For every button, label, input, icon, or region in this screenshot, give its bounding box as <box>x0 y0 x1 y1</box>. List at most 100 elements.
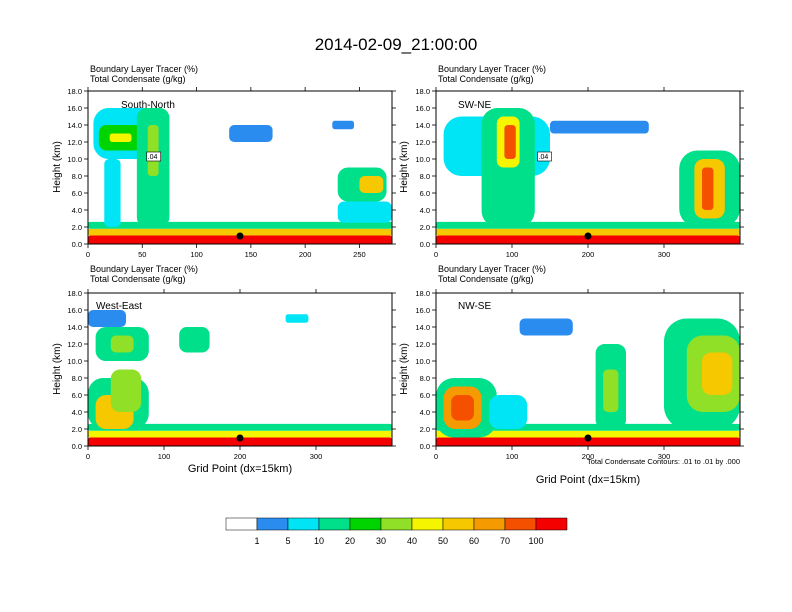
y-tick-label: 8.0 <box>72 172 82 181</box>
x-tick-label: 100 <box>190 250 203 259</box>
panel-title-line2: Total Condensate (g/kg) <box>438 74 534 84</box>
y-tick-label: 14.0 <box>67 323 82 332</box>
colorbar-swatch <box>442 517 475 531</box>
colorbar-swatch <box>225 517 258 531</box>
plot-area: .04 0.0 2.0 4.0 6.0 8.0 10.0 12.0 14.0 16.0 18.0 0 5… <box>67 87 396 259</box>
tracer-region <box>550 120 649 134</box>
colorbar-swatch <box>380 517 413 531</box>
plot-area: 0.0 2.0 4.0 6.0 8.0 10.0 12.0 14.0 16.0 18.0 0 100 2… <box>67 289 396 461</box>
tracer-region <box>110 369 142 412</box>
tracer-region <box>229 125 273 142</box>
y-tick-label: 16.0 <box>67 104 82 113</box>
y-tick-label: 10.0 <box>67 357 82 366</box>
x-tick-label: 200 <box>234 452 247 461</box>
y-tick-label: 6.0 <box>72 189 82 198</box>
y-tick-label: 4.0 <box>72 408 82 417</box>
panel-south-north: Boundary Layer Tracer (%) Total Condensa… <box>52 64 396 259</box>
x-tick-label: 300 <box>658 452 671 461</box>
colorbar-swatch <box>349 517 382 531</box>
section-label: West-East <box>96 301 142 312</box>
tracer-region <box>702 352 733 395</box>
tracer-region <box>603 369 619 412</box>
tracer-region <box>109 133 132 142</box>
panel-nw-se: Boundary Layer Tracer (%) Total Condensa… <box>399 264 744 486</box>
tracer-region <box>702 167 714 210</box>
y-tick-label: 2.0 <box>420 223 430 232</box>
location-marker <box>584 232 592 240</box>
x-tick-label: 200 <box>582 452 595 461</box>
colorbar-label: 10 <box>314 536 324 546</box>
colorbar-swatch <box>504 517 537 531</box>
tracer-region <box>489 395 528 429</box>
x-tick-label: 0 <box>434 452 438 461</box>
x-tick-label: 200 <box>299 250 312 259</box>
y-tick-label: 0.0 <box>72 442 82 451</box>
x-tick-label: 100 <box>158 452 171 461</box>
tracer-region <box>179 327 210 353</box>
tracer-region <box>519 318 573 336</box>
x-tick-label: 300 <box>658 250 671 259</box>
contour-footnote: Total Condensate Contours: .01 to .01 by… <box>587 457 740 466</box>
tracer-region <box>88 235 392 244</box>
tracer-region <box>88 430 392 438</box>
panel-title-line1: Boundary Layer Tracer (%) <box>90 64 198 74</box>
tracer-region <box>504 125 516 159</box>
panel-title-line2: Total Condensate (g/kg) <box>90 274 186 284</box>
tracer-region <box>104 159 121 227</box>
contour-label-box <box>146 151 162 162</box>
tracer-region <box>88 423 392 431</box>
y-tick-label: 18.0 <box>67 289 82 298</box>
y-tick-label: 2.0 <box>72 425 82 434</box>
colorbar-swatch <box>256 517 289 531</box>
tracer-region <box>337 201 392 223</box>
colorbar-swatch <box>411 517 444 531</box>
y-tick-label: 16.0 <box>67 306 82 315</box>
y-tick-label: 0.0 <box>420 240 430 249</box>
x-tick-label: 250 <box>353 250 366 259</box>
y-tick-label: 8.0 <box>420 172 430 181</box>
contour-label: .04 <box>148 154 158 161</box>
section-label: SW-NE <box>458 100 491 111</box>
y-tick-label: 18.0 <box>67 87 82 96</box>
y-axis-label: Height (km) <box>399 343 410 395</box>
tracer-region <box>436 228 740 236</box>
colorbar-label: 100 <box>528 536 543 546</box>
tracer-region <box>110 335 134 353</box>
x-axis-label: Grid Point (dx=15km) <box>188 463 292 475</box>
colorbar-label: 30 <box>376 536 386 546</box>
y-tick-label: 14.0 <box>415 121 430 130</box>
x-tick-label: 200 <box>582 250 595 259</box>
x-tick-label: 0 <box>434 250 438 259</box>
colorbar-label: 20 <box>345 536 355 546</box>
x-tick-label: 100 <box>506 250 519 259</box>
y-axis-label: Height (km) <box>52 141 63 193</box>
y-tick-label: 6.0 <box>420 391 430 400</box>
y-tick-label: 10.0 <box>67 155 82 164</box>
y-tick-label: 2.0 <box>72 223 82 232</box>
y-axis-label: Height (km) <box>399 141 410 193</box>
y-tick-label: 18.0 <box>415 289 430 298</box>
y-tick-label: 12.0 <box>415 138 430 147</box>
x-tick-label: 100 <box>506 452 519 461</box>
tracer-region <box>451 395 474 421</box>
y-tick-label: 14.0 <box>415 323 430 332</box>
panel-title-line2: Total Condensate (g/kg) <box>90 74 186 84</box>
x-tick-label: 150 <box>245 250 258 259</box>
colorbar-label: 60 <box>469 536 479 546</box>
x-axis-label: Grid Point (dx=15km) <box>536 474 640 486</box>
colorbar-label: 70 <box>500 536 510 546</box>
panel-title-line1: Boundary Layer Tracer (%) <box>438 64 546 74</box>
colorbar-label: 5 <box>285 536 290 546</box>
colorbar-label: 40 <box>407 536 417 546</box>
colorbar-swatch <box>473 517 506 531</box>
tracer-region <box>332 120 354 130</box>
panel-title-line1: Boundary Layer Tracer (%) <box>438 264 546 274</box>
y-tick-label: 16.0 <box>415 306 430 315</box>
panel-title-line1: Boundary Layer Tracer (%) <box>90 264 198 274</box>
location-marker <box>236 434 244 442</box>
colorbar: 1 5 10 20 30 40 50 60 70 100 <box>225 517 568 546</box>
y-tick-label: 10.0 <box>415 155 430 164</box>
y-tick-label: 6.0 <box>420 189 430 198</box>
tracer-region <box>285 314 309 323</box>
